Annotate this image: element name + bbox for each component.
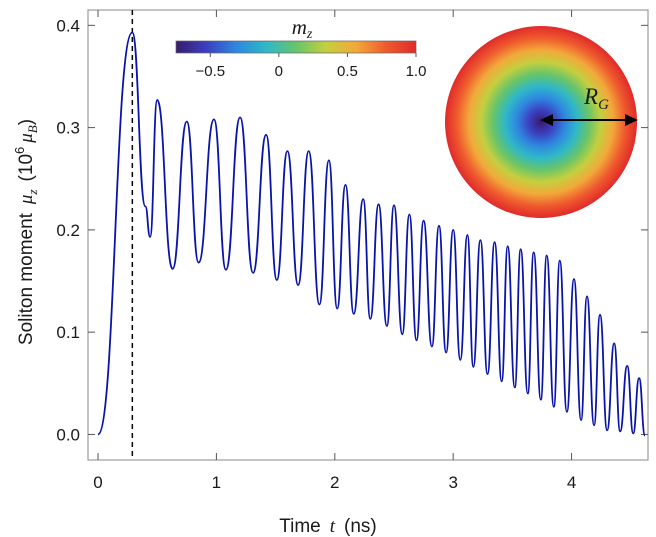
y-tick-label: 0.1 (56, 323, 80, 342)
colorbar-tick-label: 0 (275, 63, 283, 80)
radius-label: RG (583, 84, 609, 113)
x-tick-label: 0 (93, 473, 102, 492)
y-tick-label: 0.4 (56, 16, 80, 35)
x-axis-title: Time t (ns) (279, 516, 377, 537)
x-tick-label: 1 (212, 473, 221, 492)
x-tick-label: 4 (567, 473, 576, 492)
plot-frame (87, 9, 649, 461)
colorbar-bar (175, 40, 417, 54)
y-tick-label: 0.0 (56, 425, 80, 444)
radius-arrow-head-right (625, 114, 638, 126)
x-tick-label: 2 (330, 473, 339, 492)
radius-arrow-head-left (540, 114, 553, 126)
y-tick-label: 0.3 (56, 119, 80, 138)
colorbar: mz −0.5 0 0.5 1.0 (175, 15, 426, 80)
inset-disc: RG (445, 26, 638, 218)
soliton-disc (445, 26, 637, 218)
tick-labels: 0 1 2 3 4 0.0 0.1 0.2 0.3 0.4 (56, 16, 576, 492)
x-tick-label: 3 (448, 473, 457, 492)
y-axis-title: Soliton momentμz(106μB) (12, 119, 40, 345)
colorbar-tick-label: −0.5 (195, 63, 225, 80)
colorbar-title: mz (292, 15, 313, 42)
series-line (97, 31, 646, 437)
colorbar-tick-label: 1.0 (406, 63, 427, 80)
y-tick-label: 0.2 (56, 221, 80, 240)
colorbar-tick-label: 0.5 (337, 63, 358, 80)
colorbar-ticks: −0.5 0 0.5 1.0 (195, 53, 426, 80)
